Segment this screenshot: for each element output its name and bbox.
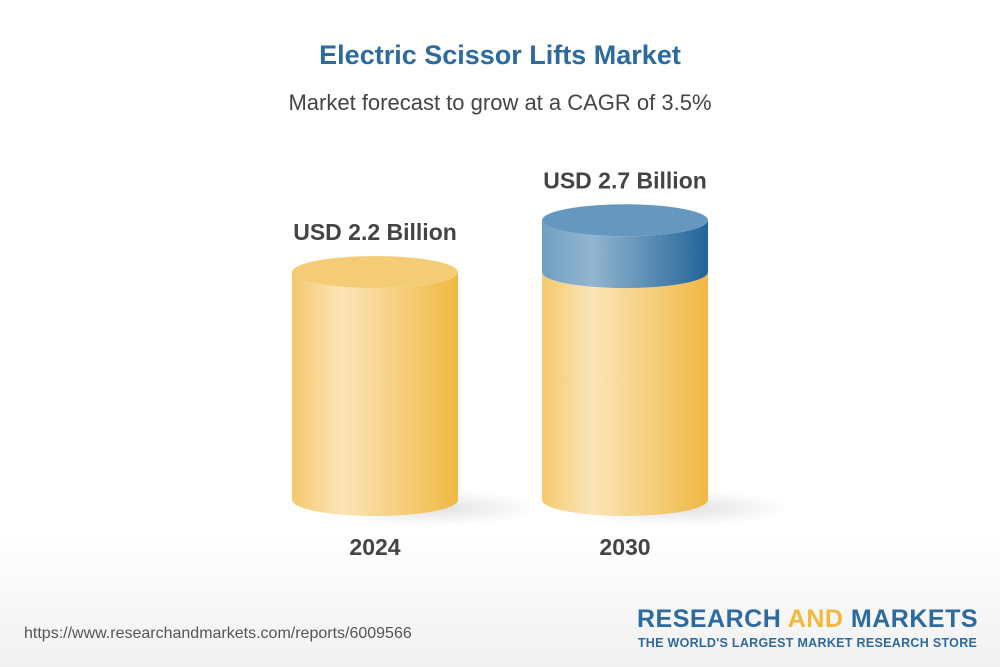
- x-tick-label: 2030: [599, 534, 650, 560]
- cylinder-chart: USD 2.2 Billion 2024 USD 2.7 Billion 2030: [292, 167, 790, 560]
- logo-tagline: THE WORLD'S LARGEST MARKET RESEARCH STOR…: [637, 636, 978, 650]
- chart-subtitle: Market forecast to grow at a CAGR of 3.5…: [288, 90, 712, 115]
- x-tick-label: 2024: [349, 534, 400, 560]
- logo-text-and: AND: [787, 605, 844, 633]
- research-and-markets-logo: RESEARCH AND MARKETS THE WORLD'S LARGEST…: [630, 605, 985, 650]
- report-url[interactable]: https://www.researchandmarkets.com/repor…: [24, 625, 412, 642]
- chart-title: Electric Scissor Lifts Market: [319, 40, 681, 70]
- logo-text: MARKETS: [843, 605, 979, 633]
- cylinder-top: [292, 256, 458, 289]
- cylinder-body-base: [542, 272, 708, 516]
- data-label: USD 2.7 Billion: [543, 167, 707, 193]
- logo-text: RESEARCH: [636, 605, 788, 633]
- data-label: USD 2.2 Billion: [293, 219, 457, 245]
- cylinder-body-base: [292, 272, 458, 516]
- cylinder-body-growth: [542, 220, 708, 289]
- cylinder-top: [542, 204, 708, 237]
